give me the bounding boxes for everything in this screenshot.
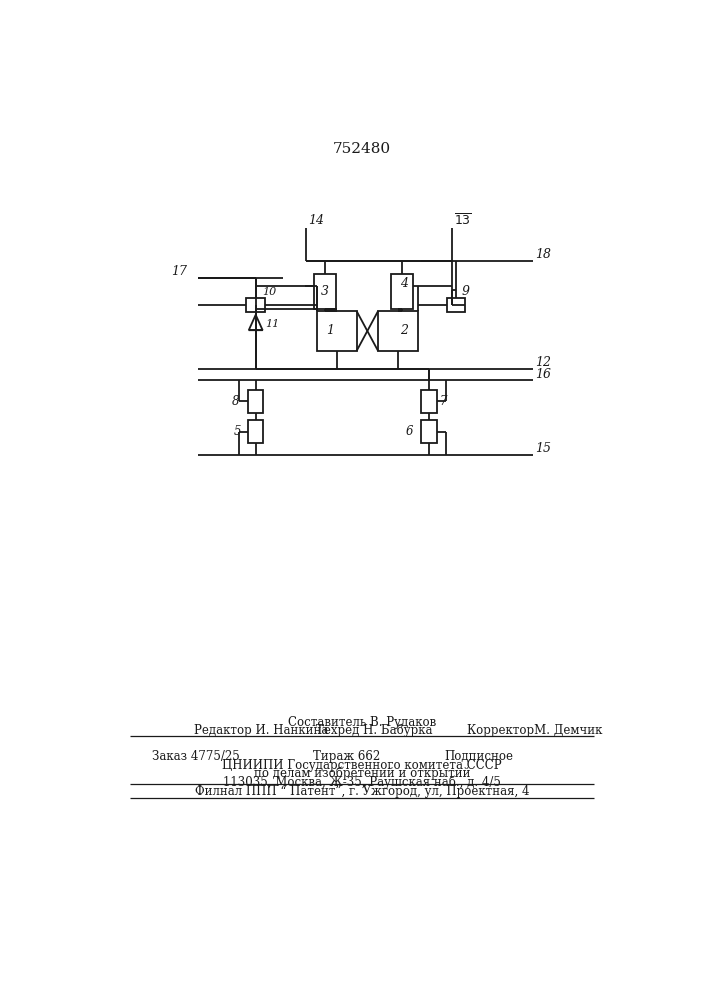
Text: 752480: 752480 <box>333 142 391 156</box>
Text: 3: 3 <box>321 285 329 298</box>
Bar <box>248 420 264 443</box>
Text: по делам изобретений и открытий: по делам изобретений и открытий <box>254 767 470 780</box>
Text: Заказ 4775/25: Заказ 4775/25 <box>152 750 240 763</box>
Text: Техред Н. Бабурка: Техред Н. Бабурка <box>316 724 432 737</box>
Text: 5: 5 <box>233 425 241 438</box>
Text: ЦНИИПИ Государственного комитета СССР: ЦНИИПИ Государственного комитета СССР <box>222 759 502 772</box>
Text: 12: 12 <box>535 356 551 369</box>
Bar <box>317 311 356 351</box>
Text: 8: 8 <box>232 395 240 408</box>
Text: 113035, Москва, Ж-35, Раушская наб., д. 4/5: 113035, Москва, Ж-35, Раушская наб., д. … <box>223 775 501 789</box>
Bar <box>248 389 264 413</box>
Text: $\overline{13}$: $\overline{13}$ <box>455 212 472 228</box>
Text: КорректорМ. Демчик: КорректорМ. Демчик <box>467 724 603 737</box>
Text: 18: 18 <box>535 248 551 261</box>
Text: 9: 9 <box>462 285 470 298</box>
Text: Подписное: Подписное <box>444 750 513 763</box>
Text: 11: 11 <box>265 319 279 329</box>
Bar <box>447 298 465 312</box>
Text: 2: 2 <box>400 324 409 337</box>
Bar <box>378 311 418 351</box>
Text: 17: 17 <box>171 265 187 278</box>
Text: 1: 1 <box>327 324 334 337</box>
Text: 16: 16 <box>535 368 551 381</box>
Text: 15: 15 <box>535 442 551 455</box>
Text: 6: 6 <box>405 425 413 438</box>
Text: 7: 7 <box>440 395 448 408</box>
Text: 4: 4 <box>399 277 407 290</box>
Bar <box>421 389 437 413</box>
Bar <box>391 274 413 309</box>
Text: 14: 14 <box>308 214 324 227</box>
Bar <box>421 420 437 443</box>
Bar <box>247 298 265 312</box>
Text: Редактор И. Нанкина: Редактор И. Нанкина <box>194 724 329 737</box>
Text: Составитель В. Рудаков: Составитель В. Рудаков <box>288 716 436 729</box>
Text: Тираж 662: Тираж 662 <box>313 750 380 763</box>
Bar <box>314 274 336 309</box>
Text: Филнал ППП “ Патент”, г. Ужгород, ул, Проектная, 4: Филнал ППП “ Патент”, г. Ужгород, ул, Пр… <box>194 785 530 798</box>
Text: 10: 10 <box>262 287 276 297</box>
